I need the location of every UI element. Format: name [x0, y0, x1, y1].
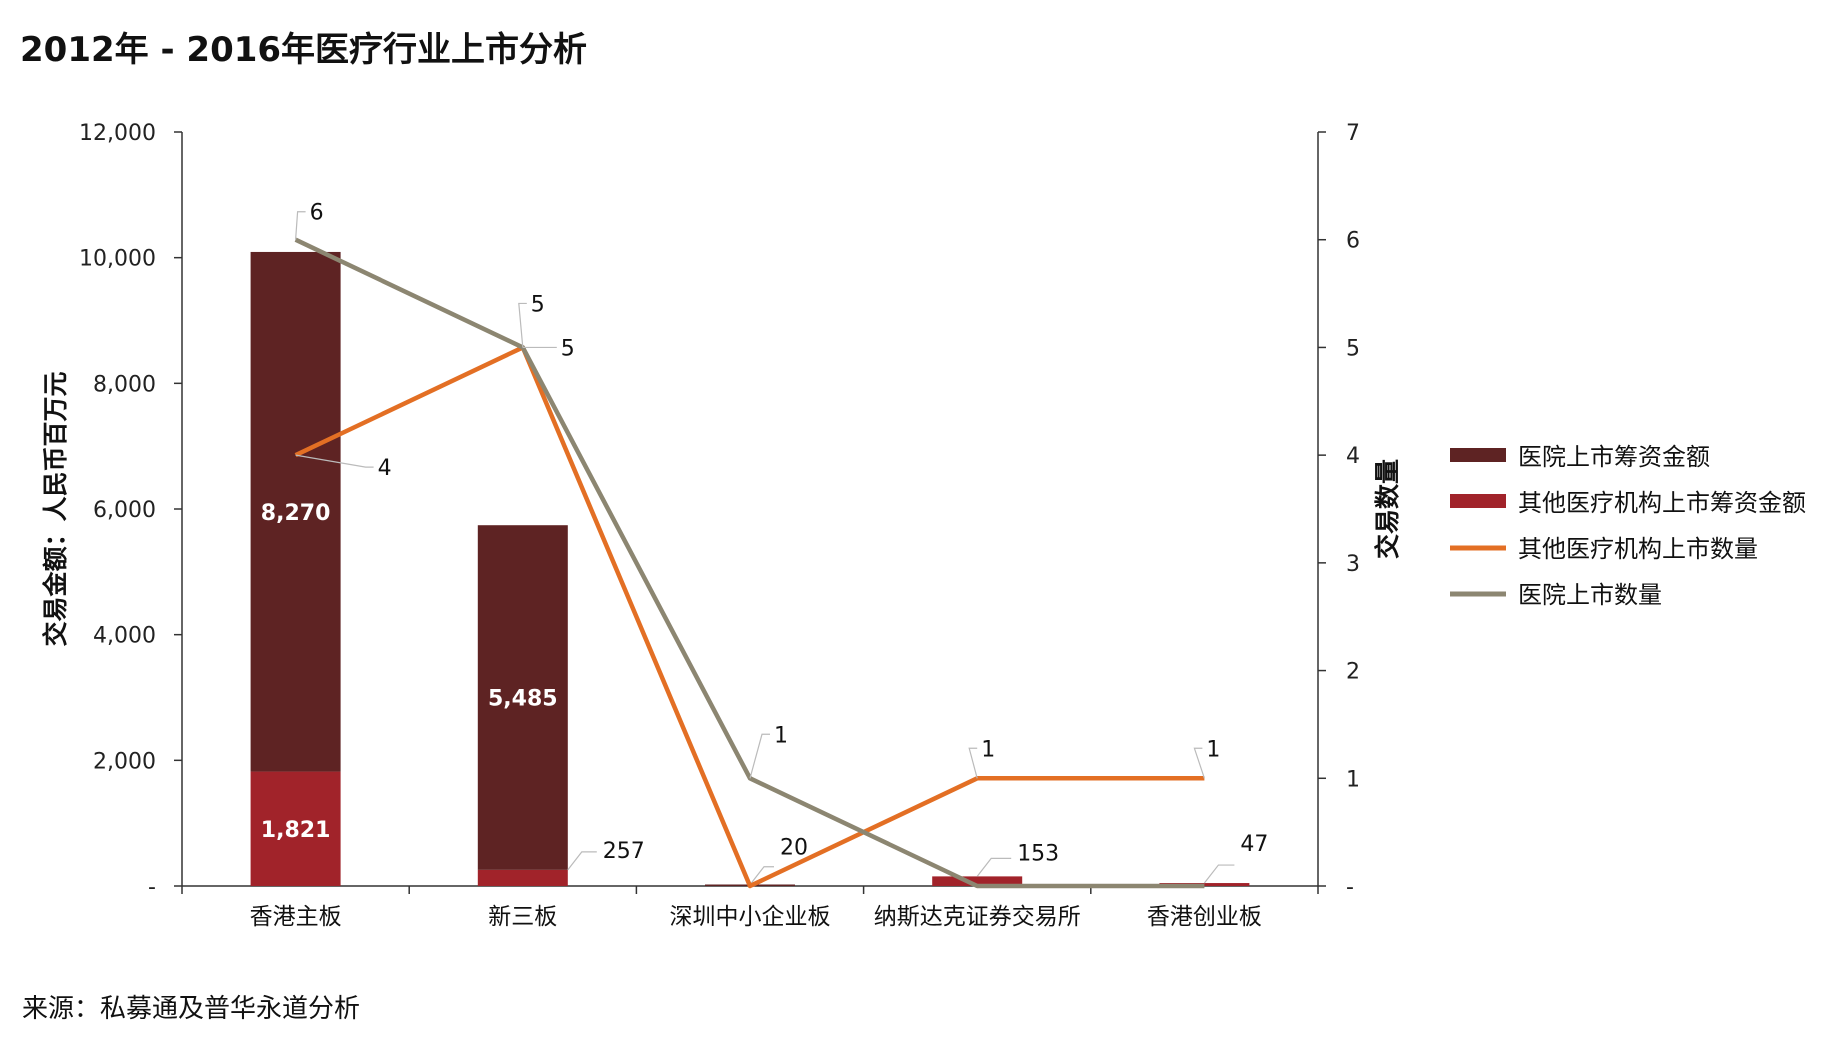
- leader-line: [1193, 747, 1205, 779]
- left-axis-tick-label: 12,000: [79, 121, 156, 146]
- leader-line: [1203, 864, 1235, 884]
- leader-line: [749, 733, 770, 779]
- source-note: 来源：私募通及普华永道分析: [22, 994, 361, 1024]
- right-axis-tick-label: 7: [1346, 121, 1360, 146]
- right-axis-tick-label: -: [1346, 875, 1354, 900]
- bar-segment: [250, 251, 341, 772]
- x-axis-category-label: 香港主板: [250, 904, 342, 930]
- right-axis-tick-label: 2: [1346, 660, 1360, 685]
- right-axis-tick-label: 4: [1346, 444, 1360, 469]
- line-data-label: 1: [1206, 737, 1220, 762]
- legend-swatch: [1450, 448, 1506, 462]
- x-axis-category-label: 深圳中小企业板: [670, 904, 831, 930]
- leader-line: [968, 747, 978, 779]
- line-data-label: 1: [981, 737, 995, 762]
- bar-data-label: 257: [603, 839, 645, 864]
- right-axis-tick-label: 6: [1346, 229, 1360, 254]
- chart-title: 2012年 - 2016年医疗行业上市分析: [20, 30, 588, 70]
- x-axis-category-label: 香港创业板: [1147, 904, 1262, 930]
- bar-data-label: 1,821: [261, 818, 331, 843]
- legend-label: 其他医疗机构上市数量: [1518, 535, 1758, 563]
- right-axis-tick-label: 5: [1346, 336, 1360, 361]
- series-line: [294, 237, 1205, 889]
- leader-line: [518, 302, 527, 348]
- left-axis-tick-label: 8,000: [93, 372, 156, 397]
- bar-data-label: 5,485: [488, 687, 558, 712]
- line-data-label: 1: [774, 723, 788, 748]
- bar-data-label: 47: [1240, 832, 1268, 857]
- bar-segment: [932, 876, 1023, 886]
- legend-label: 医院上市筹资金额: [1518, 443, 1710, 471]
- leader-line: [295, 211, 306, 240]
- leader-line: [567, 851, 597, 871]
- leader-line: [295, 454, 374, 468]
- line-data-label: 6: [310, 201, 324, 226]
- line-data-label: 5: [561, 336, 575, 361]
- bar-data-label: 8,270: [261, 501, 331, 526]
- right-axis-title: 交易数量: [1373, 459, 1402, 559]
- leader-line: [749, 866, 774, 886]
- bar-segment: [250, 771, 341, 886]
- left-axis-tick-label: 6,000: [93, 498, 156, 523]
- legend-label: 其他医疗机构上市筹资金额: [1518, 489, 1806, 517]
- left-axis-tick-label: 10,000: [79, 247, 156, 272]
- right-axis-tick-label: 1: [1346, 767, 1360, 792]
- left-axis-tick-label: 2,000: [93, 749, 156, 774]
- left-axis-tick-label: -: [148, 875, 156, 900]
- legend-label: 医院上市数量: [1518, 581, 1662, 609]
- bar-segment: [477, 525, 568, 870]
- right-axis-tick-label: 3: [1346, 552, 1360, 577]
- x-axis-category-label: 新三板: [488, 904, 557, 930]
- leader-line: [976, 857, 1012, 877]
- left-axis-title: 交易金额：人民币百万元: [41, 371, 70, 646]
- left-axis-tick-label: 4,000: [93, 624, 156, 649]
- legend-swatch: [1450, 494, 1506, 508]
- line-data-label: 5: [531, 292, 545, 317]
- series-line: [294, 345, 1205, 889]
- bar-data-label: 20: [780, 836, 808, 861]
- bar-data-label: 153: [1017, 841, 1059, 866]
- x-axis-category-label: 纳斯达克证券交易所: [874, 904, 1081, 930]
- bar-segment: [477, 869, 568, 886]
- line-data-label: 4: [378, 456, 392, 481]
